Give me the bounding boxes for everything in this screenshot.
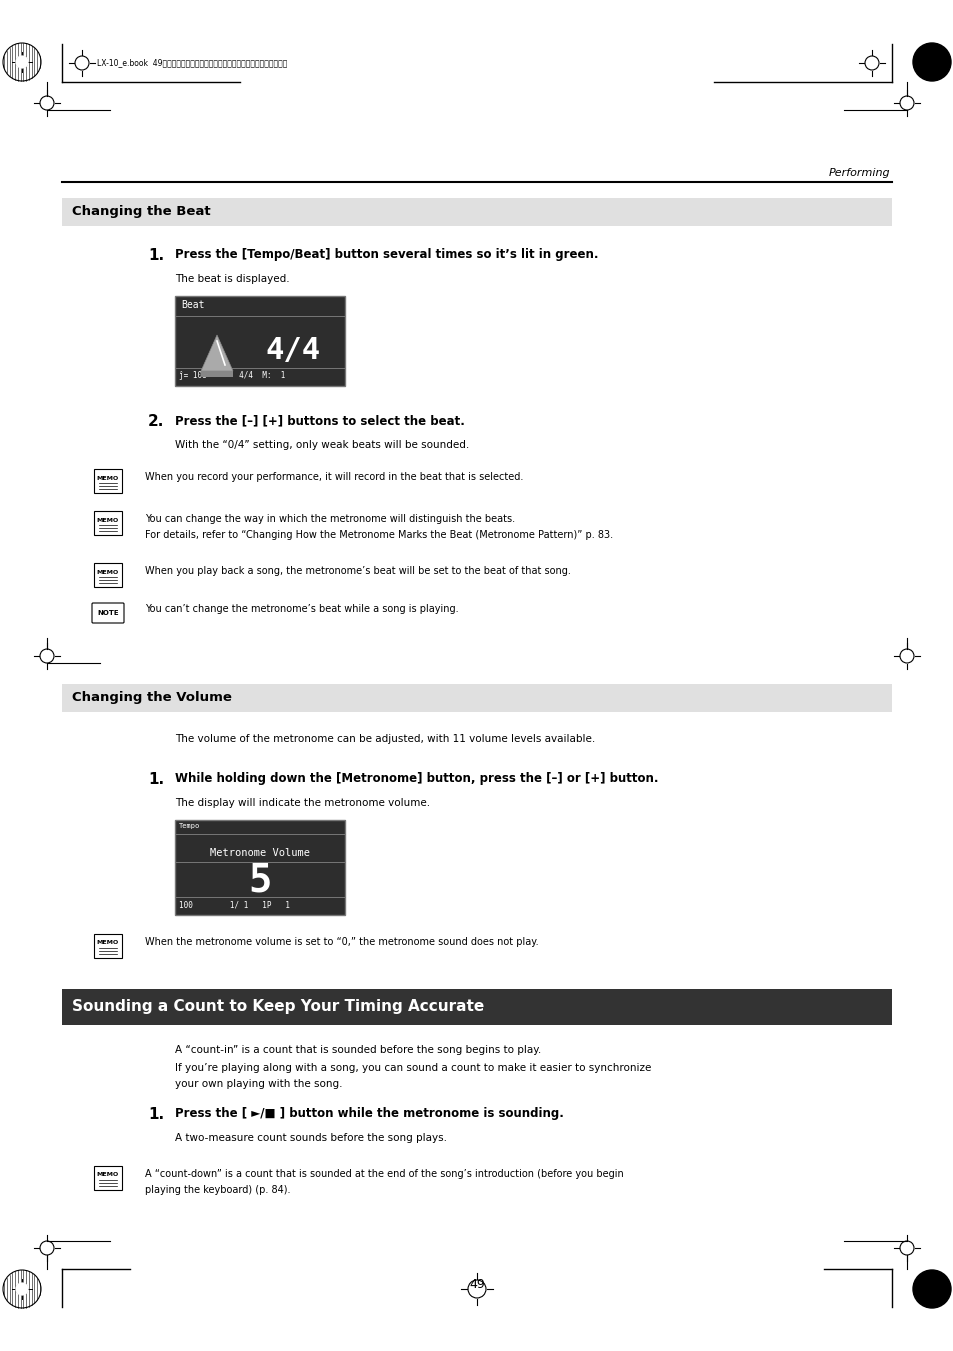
Text: Press the [Tempo/Beat] button several times so it’s lit in green.: Press the [Tempo/Beat] button several ti… xyxy=(174,249,598,261)
Circle shape xyxy=(912,1270,950,1308)
FancyBboxPatch shape xyxy=(94,563,122,586)
Text: A two-measure count sounds before the song plays.: A two-measure count sounds before the so… xyxy=(174,1133,447,1143)
Text: The volume of the metronome can be adjusted, with 11 volume levels available.: The volume of the metronome can be adjus… xyxy=(174,734,595,744)
Text: MEMO: MEMO xyxy=(97,517,119,523)
Text: 2.: 2. xyxy=(148,413,164,430)
Text: Sounding a Count to Keep Your Timing Accurate: Sounding a Count to Keep Your Timing Acc… xyxy=(71,1000,484,1015)
Text: Changing the Beat: Changing the Beat xyxy=(71,205,211,219)
FancyBboxPatch shape xyxy=(94,511,122,535)
Text: LX-10_e.book  49ページ　２００８年９月２２日　月曜日　午前１０時５１分: LX-10_e.book 49ページ ２００８年９月２２日 月曜日 午前１０時５… xyxy=(97,58,287,68)
Text: A “count-in” is a count that is sounded before the song begins to play.: A “count-in” is a count that is sounded … xyxy=(174,1046,540,1055)
Text: With the “0/4” setting, only weak beats will be sounded.: With the “0/4” setting, only weak beats … xyxy=(174,440,469,450)
Bar xyxy=(201,372,233,377)
Text: A “count-down” is a count that is sounded at the end of the song’s introduction : A “count-down” is a count that is sounde… xyxy=(145,1169,623,1179)
Bar xyxy=(62,199,891,226)
Text: You can change the way in which the metronome will distinguish the beats.: You can change the way in which the metr… xyxy=(145,513,515,524)
Text: When you record your performance, it will record in the beat that is selected.: When you record your performance, it wil… xyxy=(145,471,523,482)
Text: Press the [–] [+] buttons to select the beat.: Press the [–] [+] buttons to select the … xyxy=(174,413,464,427)
Bar xyxy=(174,296,345,386)
Text: 1.: 1. xyxy=(148,1106,164,1121)
Text: Beat: Beat xyxy=(181,300,204,309)
Text: 1.: 1. xyxy=(148,771,164,788)
Text: playing the keyboard) (p. 84).: playing the keyboard) (p. 84). xyxy=(145,1185,291,1196)
Bar xyxy=(62,989,891,1025)
Text: Performing: Performing xyxy=(827,168,889,178)
Text: 49: 49 xyxy=(469,1278,484,1292)
FancyBboxPatch shape xyxy=(94,469,122,493)
Text: MEMO: MEMO xyxy=(97,940,119,946)
Circle shape xyxy=(15,1282,29,1296)
Text: When you play back a song, the metronome’s beat will be set to the beat of that : When you play back a song, the metronome… xyxy=(145,566,570,576)
Text: 5: 5 xyxy=(248,861,272,898)
Text: MEMO: MEMO xyxy=(97,476,119,481)
Bar xyxy=(174,820,345,915)
Circle shape xyxy=(912,43,950,81)
Circle shape xyxy=(15,55,29,69)
Circle shape xyxy=(3,1270,41,1308)
Text: If you’re playing along with a song, you can sound a count to make it easier to : If you’re playing along with a song, you… xyxy=(174,1063,651,1073)
Text: your own playing with the song.: your own playing with the song. xyxy=(174,1079,342,1089)
FancyBboxPatch shape xyxy=(94,1166,122,1190)
Text: While holding down the [Metronome] button, press the [–] or [+] button.: While holding down the [Metronome] butto… xyxy=(174,771,658,785)
Text: ĵ= 108       4/4  M:  1: ĵ= 108 4/4 M: 1 xyxy=(179,372,285,381)
FancyBboxPatch shape xyxy=(94,934,122,958)
Text: For details, refer to “Changing How the Metronome Marks the Beat (Metronome Patt: For details, refer to “Changing How the … xyxy=(145,530,613,540)
Text: 1.: 1. xyxy=(148,249,164,263)
Text: The display will indicate the metronome volume.: The display will indicate the metronome … xyxy=(174,798,430,808)
Text: MEMO: MEMO xyxy=(97,1173,119,1178)
Text: You can’t change the metronome’s beat while a song is playing.: You can’t change the metronome’s beat wh… xyxy=(145,604,458,613)
FancyBboxPatch shape xyxy=(91,603,124,623)
Text: Metronome Volume: Metronome Volume xyxy=(210,848,310,858)
Text: 100        1/ 1   1P   1: 100 1/ 1 1P 1 xyxy=(179,901,290,909)
Text: Press the [ ►/■ ] button while the metronome is sounding.: Press the [ ►/■ ] button while the metro… xyxy=(174,1106,563,1120)
Text: When the metronome volume is set to “0,” the metronome sound does not play.: When the metronome volume is set to “0,”… xyxy=(145,938,538,947)
Text: The beat is displayed.: The beat is displayed. xyxy=(174,274,290,284)
Polygon shape xyxy=(201,335,233,372)
Circle shape xyxy=(3,43,41,81)
Text: Tempo: Tempo xyxy=(179,823,200,830)
Text: 4/4: 4/4 xyxy=(265,336,320,366)
Bar xyxy=(62,684,891,712)
Text: Changing the Volume: Changing the Volume xyxy=(71,692,232,704)
Text: MEMO: MEMO xyxy=(97,570,119,574)
Text: NOTE: NOTE xyxy=(97,611,119,616)
